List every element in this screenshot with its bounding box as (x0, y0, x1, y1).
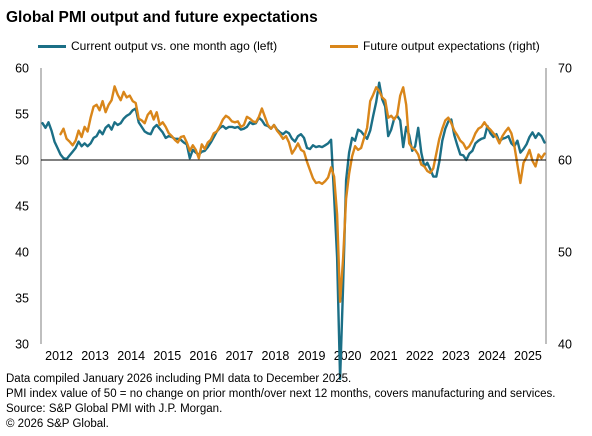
legend-item-current: Current output vs. one month ago (left) (38, 39, 277, 53)
legend-swatch-future (330, 44, 358, 48)
y-left-tick-label: 40 (15, 246, 29, 260)
legend-item-future: Future output expectations (right) (330, 39, 540, 53)
y-right-tick-label: 40 (558, 338, 572, 352)
legend-label-future: Future output expectations (right) (363, 39, 540, 53)
x-tick-label: 2025 (514, 349, 542, 363)
x-tick-label: 2013 (81, 349, 109, 363)
x-tick-label: 2017 (225, 349, 253, 363)
y-right-tick-label: 60 (558, 154, 572, 168)
x-tick-label: 2018 (262, 349, 290, 363)
y-left-tick-label: 30 (15, 338, 29, 352)
x-tick-label: 2024 (478, 349, 506, 363)
x-tick-label: 2015 (153, 349, 181, 363)
chart-title: Global PMI output and future expectation… (6, 9, 318, 26)
x-tick-label: 2016 (189, 349, 217, 363)
series-line-current-output (41, 81, 546, 381)
y-left-tick-label: 50 (15, 154, 29, 168)
x-tick-label: 2019 (298, 349, 326, 363)
x-tick-label: 2014 (117, 349, 145, 363)
x-tick-label: 2021 (370, 349, 398, 363)
chart-notes: Data compiled January 2026 including PMI… (6, 372, 555, 432)
y-right-tick-label: 50 (558, 246, 572, 260)
legend-label-current: Current output vs. one month ago (left) (71, 39, 278, 53)
chart-legend: Current output vs. one month ago (left) … (0, 39, 592, 55)
y-right-tick-label: 70 (558, 62, 572, 76)
y-left-tick-label: 35 (15, 292, 29, 306)
x-tick-label: 2023 (442, 349, 470, 363)
y-left-tick-label: 60 (15, 62, 29, 76)
note-compiled: Data compiled January 2026 including PMI… (6, 373, 352, 385)
note-copyright: © 2026 S&P Global. (6, 418, 109, 430)
x-tick-label: 2020 (334, 349, 362, 363)
y-left-tick-label: 55 (15, 108, 29, 122)
series-line-future-expectations (59, 85, 546, 303)
x-tick-label: 2012 (45, 349, 73, 363)
y-left-tick-label: 45 (15, 200, 29, 214)
note-source: Source: S&P Global PMI with J.P. Morgan. (6, 403, 223, 415)
x-tick-label: 2022 (406, 349, 434, 363)
legend-swatch-current (38, 44, 66, 48)
note-index-definition: PMI index value of 50 = no change on pri… (6, 388, 556, 400)
